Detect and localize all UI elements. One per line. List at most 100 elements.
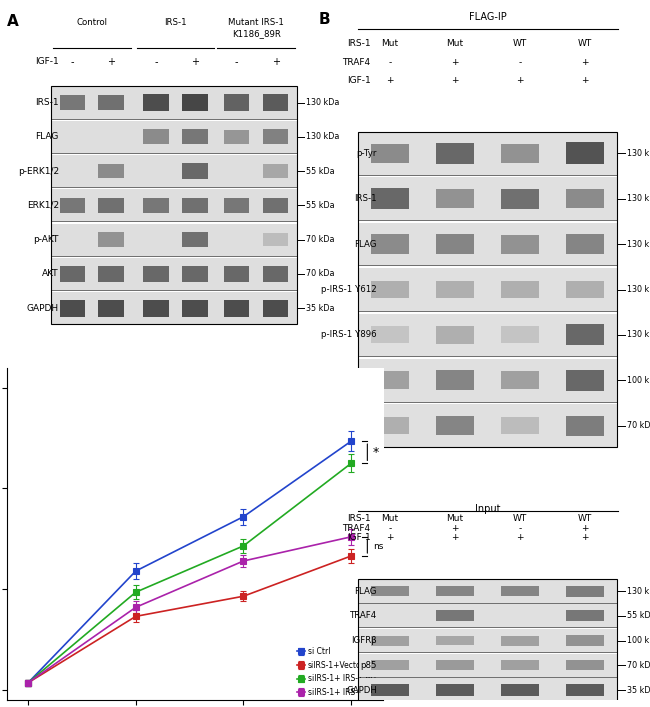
Bar (566, 636, 604, 645)
Bar (182, 163, 207, 179)
Bar (98, 300, 124, 317)
Bar (358, 359, 617, 402)
Bar (98, 266, 124, 282)
Text: +: + (516, 533, 524, 542)
Bar (566, 189, 604, 209)
Bar (370, 327, 410, 344)
Text: +: + (581, 76, 589, 86)
Bar (436, 281, 474, 298)
Text: 130 kDa: 130 kDa (306, 98, 339, 107)
Text: 55 kDa: 55 kDa (627, 612, 650, 620)
Bar (143, 300, 169, 317)
Text: 35 kDa: 35 kDa (627, 686, 650, 694)
Bar (436, 234, 474, 254)
Bar (143, 94, 169, 111)
Text: *: * (372, 445, 379, 459)
Bar (263, 129, 289, 144)
Bar (566, 684, 604, 696)
Bar (566, 585, 604, 597)
Text: -: - (389, 524, 391, 533)
Bar (358, 580, 617, 602)
Text: Mut: Mut (447, 514, 463, 523)
Text: 55 kDa: 55 kDa (306, 167, 334, 175)
Text: FLAG: FLAG (354, 587, 377, 595)
Text: IGF-1: IGF-1 (346, 533, 370, 542)
Bar (370, 281, 410, 298)
Text: Mut: Mut (382, 514, 398, 523)
Bar (224, 129, 250, 144)
Text: IRS-1: IRS-1 (35, 98, 58, 107)
Text: Control: Control (76, 18, 107, 27)
Text: TRAF4: TRAF4 (350, 612, 377, 620)
Bar (224, 300, 250, 317)
Bar (143, 266, 169, 282)
Text: GAPDH: GAPDH (27, 304, 58, 312)
Bar (500, 189, 540, 209)
Text: +: + (451, 524, 459, 533)
Bar (51, 223, 296, 256)
Text: ERK1/2: ERK1/2 (27, 201, 58, 210)
Text: WT: WT (513, 514, 527, 523)
Bar (370, 235, 410, 254)
Bar (500, 327, 540, 344)
Bar (51, 292, 296, 325)
Bar (51, 121, 296, 153)
Bar (500, 235, 540, 254)
Bar (500, 281, 540, 298)
Text: -: - (519, 524, 521, 533)
Bar (358, 314, 617, 356)
Text: p85: p85 (361, 421, 377, 430)
Bar (358, 679, 617, 701)
Bar (436, 143, 474, 164)
Bar (566, 325, 604, 345)
Text: p-IRS-1 Y612: p-IRS-1 Y612 (321, 285, 377, 294)
Bar (98, 233, 124, 247)
Bar (182, 129, 207, 144)
Text: p85: p85 (361, 661, 377, 670)
Text: AKT: AKT (42, 269, 58, 279)
Text: 100 kDa: 100 kDa (627, 375, 650, 385)
Text: -: - (235, 57, 239, 67)
Text: A: A (6, 14, 18, 29)
Bar (51, 189, 296, 221)
Bar (358, 132, 617, 447)
Bar (436, 370, 474, 390)
Text: 130 kDa: 130 kDa (306, 132, 339, 141)
Bar (500, 144, 540, 163)
Text: 55 kDa: 55 kDa (306, 201, 334, 210)
Text: 70 kDa: 70 kDa (627, 421, 650, 430)
Text: WT: WT (513, 39, 527, 48)
Bar (500, 636, 540, 645)
Bar (224, 266, 250, 282)
Bar (358, 223, 617, 265)
Bar (370, 684, 410, 696)
Text: +: + (191, 57, 199, 67)
Text: +: + (451, 533, 459, 542)
Text: +: + (581, 533, 589, 542)
Text: +: + (581, 58, 589, 66)
Bar (358, 629, 617, 652)
Text: 100 kDa: 100 kDa (627, 636, 650, 645)
Bar (436, 636, 474, 645)
Bar (51, 258, 296, 290)
Bar (60, 300, 85, 317)
Bar (182, 266, 207, 282)
Text: FLAG: FLAG (354, 240, 377, 249)
Text: -: - (389, 58, 391, 66)
Bar (370, 371, 410, 390)
Bar (436, 189, 474, 209)
Bar (224, 198, 250, 213)
Bar (358, 604, 617, 627)
Bar (500, 417, 540, 434)
Bar (263, 266, 289, 282)
Text: IGFRβ: IGFRβ (352, 636, 377, 645)
Bar (263, 164, 289, 178)
Bar (566, 143, 604, 164)
Bar (263, 198, 289, 213)
Text: Mutant IRS-1
K1186_89R: Mutant IRS-1 K1186_89R (228, 18, 284, 37)
Bar (566, 234, 604, 254)
Bar (182, 94, 207, 111)
Text: ns: ns (372, 542, 383, 551)
Bar (436, 416, 474, 436)
Text: IGFRβ: IGFRβ (352, 375, 377, 385)
